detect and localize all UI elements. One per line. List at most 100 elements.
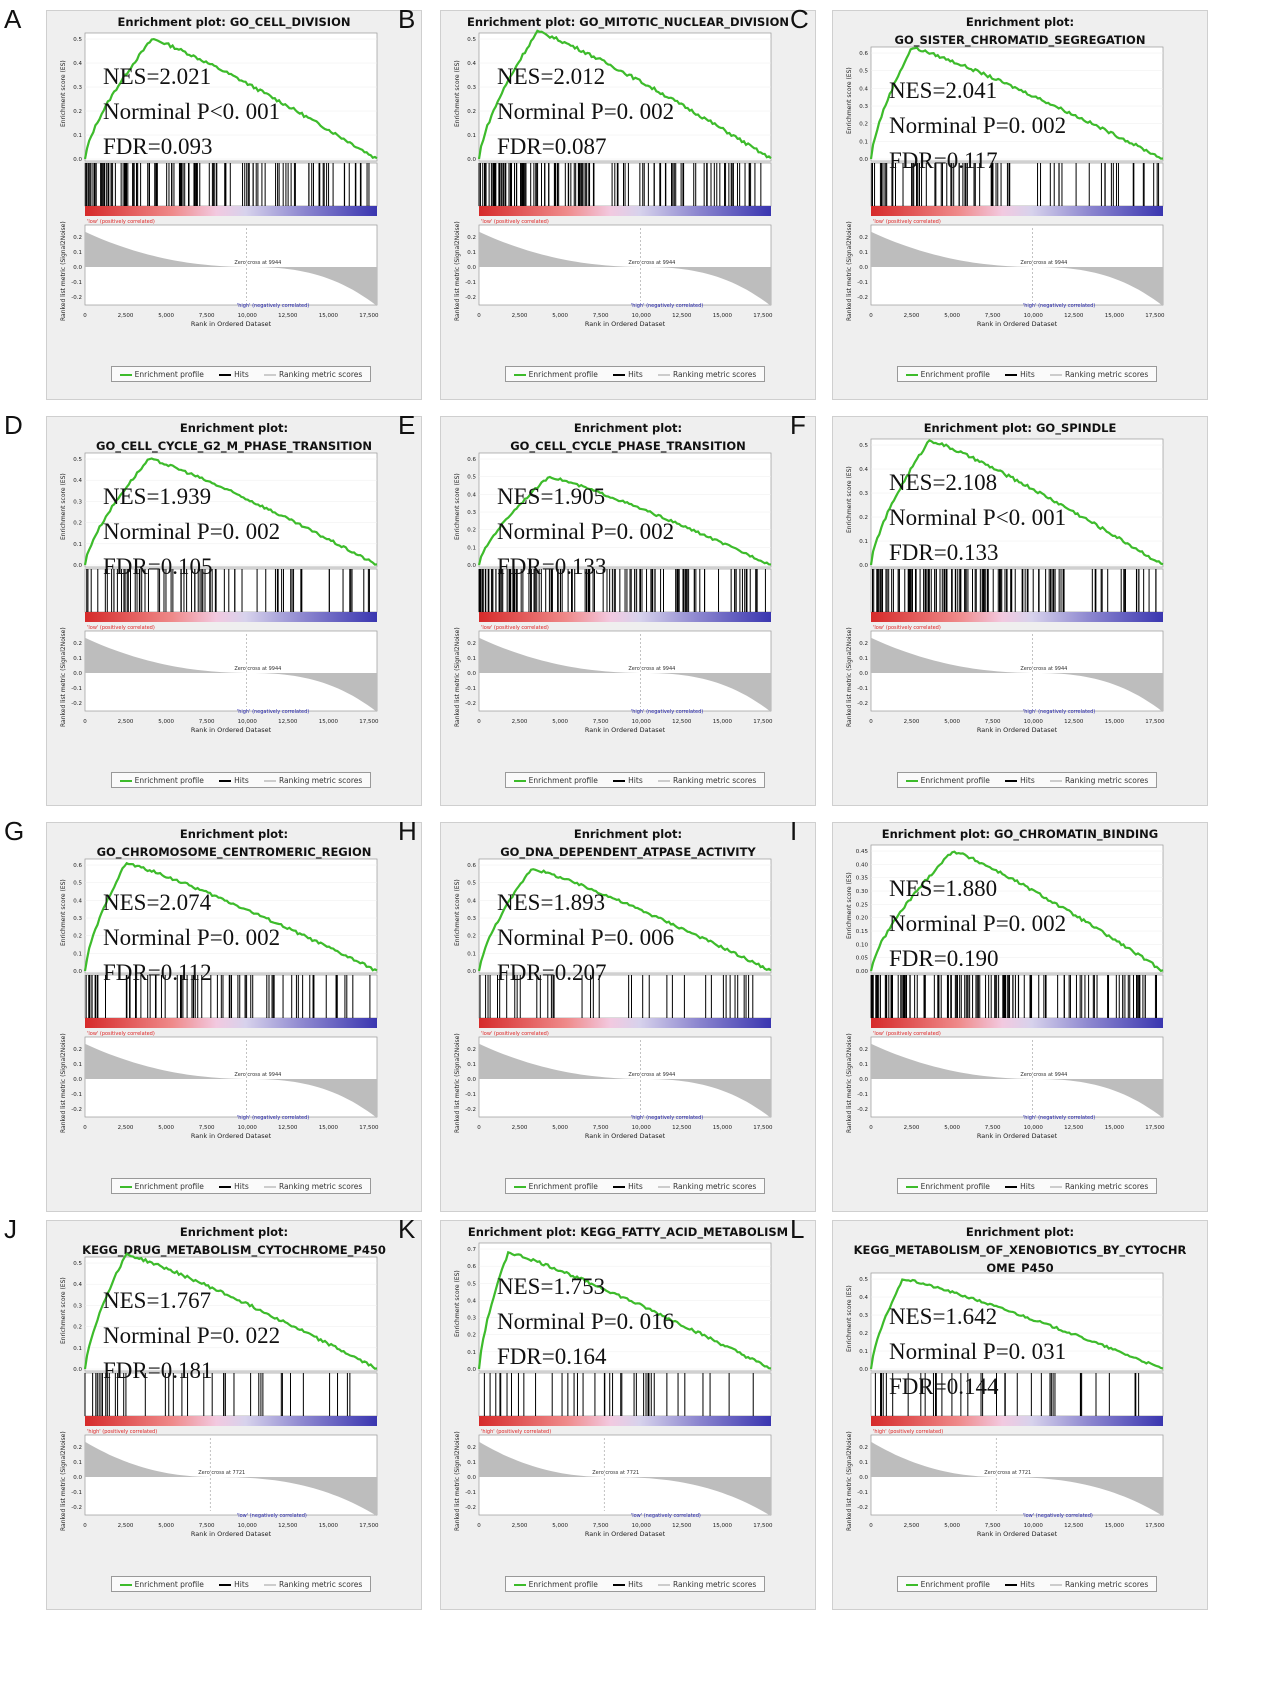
- es-tick-label: 0.2: [73, 1325, 82, 1331]
- enrichment-plot-svg: 0.6 0.5 0.4 0.3 0.2 0.1 0.0 Enrichment score (E…: [846, 46, 1165, 328]
- metric-tick-label: 0.0: [73, 265, 82, 271]
- es-tick-label: 0.0: [73, 563, 82, 569]
- legend-hits: Hits: [613, 1182, 643, 1191]
- zero-cross-label: Zero cross at 9944: [234, 666, 281, 672]
- plot-card: Enrichment plot: KEGG_FATTY_ACID_METABOL…: [440, 1220, 816, 1610]
- es-tick-label: 0.0: [467, 563, 476, 569]
- es-plot-area: [870, 438, 1164, 568]
- nes-value: NES=2.074: [103, 890, 212, 915]
- metric-tick-label: 0.0: [467, 1475, 476, 1481]
- x-tick-label: 17,500: [1145, 313, 1165, 319]
- legend-swatch: [219, 373, 232, 376]
- es-tick-label: 0.2: [467, 934, 476, 940]
- panel-letter: C: [790, 4, 809, 34]
- es-axis-label: Enrichment score (ES): [454, 60, 461, 127]
- metric-tick-label: 0.2: [859, 1445, 868, 1451]
- x-tick-label: 7,500: [199, 719, 215, 725]
- metric-tick-label: 0.2: [467, 1047, 476, 1053]
- fdr-value: FDR=0.164: [497, 1344, 607, 1369]
- es-tick-label: 0.2: [467, 1333, 476, 1339]
- metric-tick-label: -0.1: [71, 280, 82, 286]
- legend-metric: Ranking metric scores: [264, 1580, 362, 1589]
- enrichment-plot-svg: 0.5 0.4 0.3 0.2 0.1 0.0 Enrichment score (ES) '…: [60, 1252, 379, 1538]
- fdr-value: FDR=0.181: [103, 1358, 213, 1383]
- panel-letter: E: [398, 410, 416, 440]
- fdr-value: FDR=0.207: [497, 960, 607, 985]
- es-tick-label: 0.3: [859, 104, 868, 110]
- legend-profile: Enrichment profile: [119, 1182, 204, 1191]
- x-tick-label: 17,500: [753, 1125, 773, 1131]
- plot-title: Enrichment plot: KEGG_DRUG_METABOLISM_CYT…: [82, 1225, 386, 1257]
- nominal-p-value: Norminal P=0. 022: [103, 1323, 281, 1348]
- es-tick-label: 0.0: [73, 157, 82, 163]
- x-tick-label: 10,000: [1024, 1523, 1044, 1529]
- metric-area: [84, 1036, 378, 1118]
- es-tick-label: 0.10: [856, 942, 869, 948]
- panel-l: L Enrichment plot: KEGG_METABOLISM_OF_XENO…: [790, 1214, 1208, 1610]
- nominal-p-value: Norminal P=0. 031: [889, 1339, 1067, 1364]
- x-tick-label: 12,500: [672, 1523, 692, 1529]
- hits-area: [870, 974, 1164, 1019]
- metric-tick-label: -0.1: [71, 686, 82, 692]
- legend-swatch: [219, 779, 232, 782]
- x-tick-label: 15,000: [319, 1523, 339, 1529]
- legend-profile: Enrichment profile: [905, 1182, 990, 1191]
- legend-label: Hits: [628, 369, 643, 379]
- x-axis-label: Rank in Ordered Dataset: [585, 726, 666, 734]
- legend-label: Enrichment profile: [134, 775, 204, 785]
- es-tick-label: 0.3: [859, 1313, 868, 1319]
- metric-axis-label: Ranked list metric (Signal2Noise): [846, 1033, 853, 1133]
- metric-tick-label: -0.2: [857, 1505, 868, 1511]
- legend-label: Hits: [628, 1181, 643, 1191]
- enrichment-plot-svg: 0.5 0.4 0.3 0.2 0.1 0.0 Enrichment score (ES) '…: [454, 29, 773, 328]
- legend-swatch: [264, 1185, 277, 1188]
- x-tick-label: 2,500: [904, 1125, 920, 1131]
- metric-tick-label: -0.2: [71, 295, 82, 301]
- plot-title: Enrichment plot: GO_CHROMATIN_BINDING: [881, 827, 1159, 841]
- panel-k: K Enrichment plot: KEGG_FATTY_ACID_METABO…: [398, 1214, 816, 1610]
- es-tick-label: 0.5: [859, 443, 868, 449]
- hits-area: [84, 568, 378, 613]
- metric-tick-label: 0.2: [859, 235, 868, 241]
- x-tick-label: 17,500: [1145, 1523, 1165, 1529]
- legend-swatch: [1005, 1583, 1018, 1586]
- x-tick-label: 0: [869, 1523, 873, 1529]
- x-tick-label: 12,500: [1064, 1125, 1084, 1131]
- panel-h: H Enrichment plot: GO_DNA_DEPENDENT_ATPASE…: [398, 816, 816, 1212]
- enrichment-plot-svg: 0.5 0.4 0.3 0.2 0.1 0.0 Enrichment score (ES) '…: [846, 1272, 1165, 1538]
- legend-label: Hits: [628, 1579, 643, 1589]
- es-tick-label: 0.1: [859, 1349, 868, 1355]
- metric-tick-label: 0.0: [73, 1475, 82, 1481]
- plot-legend: Enrichment profile Hits Ranking metric sco…: [505, 1178, 765, 1194]
- x-tick-label: 2,500: [512, 719, 528, 725]
- x-tick-label: 5,000: [944, 719, 960, 725]
- fdr-value: FDR=0.144: [889, 1374, 999, 1399]
- enrichment-plot-svg: 0.5 0.4 0.3 0.2 0.1 0.0 Enrichment score (ES) '…: [846, 438, 1165, 734]
- es-axis-label: Enrichment score (ES): [60, 879, 67, 946]
- panel-c: C Enrichment plot: GO_SISTER_CHROMATID_SEG…: [790, 4, 1208, 400]
- x-tick-label: 7,500: [593, 1125, 609, 1131]
- legend-swatch: [119, 1583, 132, 1586]
- legend-swatch: [1050, 373, 1063, 376]
- plot-legend: Enrichment profile Hits Ranking metric sco…: [505, 772, 765, 788]
- legend-hits: Hits: [219, 1580, 249, 1589]
- metric-tick-label: -0.1: [465, 280, 476, 286]
- legend-label: Hits: [234, 775, 249, 785]
- panel-e: E Enrichment plot: GO_CELL_CYCLE_PHASE_TRA…: [398, 410, 816, 806]
- es-tick-label: 0.5: [859, 1277, 868, 1283]
- es-tick-label: 0.4: [467, 898, 476, 904]
- es-tick-label: 0.25: [856, 902, 869, 908]
- es-tick-label: 0.4: [73, 1282, 82, 1288]
- stats-annotation: NES=1.893 Norminal P=0. 006 FDR=0.207: [497, 885, 674, 990]
- fdr-value: FDR=0.112: [103, 960, 212, 985]
- legend-hits: Hits: [1005, 1580, 1035, 1589]
- legend-swatch: [613, 373, 626, 376]
- plot-card: Enrichment plot: KEGG_METABOLISM_OF_XENOB…: [832, 1220, 1208, 1610]
- legend-label: Ranking metric scores: [1065, 369, 1149, 379]
- metric-tick-label: 0.1: [859, 656, 868, 662]
- es-tick-label: 0.1: [859, 539, 868, 545]
- x-tick-label: 15,000: [1105, 313, 1125, 319]
- es-axis-label: Enrichment score (ES): [846, 872, 853, 939]
- x-tick-label: 5,000: [158, 1125, 174, 1131]
- x-tick-label: 2,500: [118, 719, 134, 725]
